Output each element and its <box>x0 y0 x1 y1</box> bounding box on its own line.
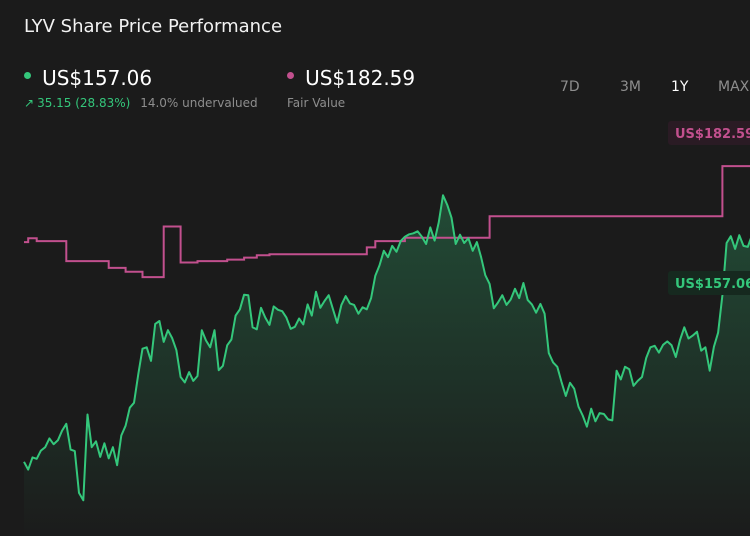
arrow-up-right-icon: ↗ <box>24 96 35 110</box>
fair-value-badge: US$182.59 <box>668 121 750 145</box>
fair-value-badge-text: US$182.59 <box>675 127 750 142</box>
tab-7d[interactable]: 7D <box>560 79 580 95</box>
valuation-note: 14.0% undervalued <box>140 96 258 110</box>
current-price-block: US$157.06 ↗ 35.15 (28.83%) 14.0% underval… <box>24 66 258 110</box>
current-price-dot <box>24 71 31 79</box>
price-area-fill <box>24 195 750 536</box>
price-badge: US$157.06 <box>668 271 750 295</box>
fair-value-dot <box>287 71 294 79</box>
tab-1y[interactable]: 1Y <box>671 79 689 95</box>
page-title: LYV Share Price Performance <box>24 16 283 37</box>
price-badge-text: US$157.06 <box>675 277 750 292</box>
fair-value-block: US$182.59 Fair Value <box>287 66 415 110</box>
price-change: 35.15 (28.83%) <box>37 96 131 110</box>
current-price: US$157.06 <box>42 66 153 90</box>
tab-max[interactable]: MAX <box>718 79 750 95</box>
price-series-line <box>23 194 750 502</box>
fair-value-label: Fair Value <box>287 96 346 110</box>
timeframe-tabs: 7D 3M 1Y MAX <box>560 79 750 95</box>
fair-value-price: US$182.59 <box>305 66 416 90</box>
tab-3m[interactable]: 3M <box>620 79 641 95</box>
fair-value-series-line <box>24 165 750 279</box>
